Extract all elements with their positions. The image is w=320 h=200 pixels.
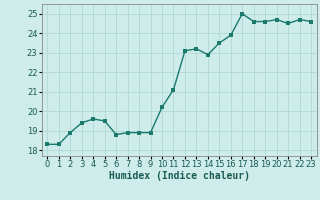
X-axis label: Humidex (Indice chaleur): Humidex (Indice chaleur) <box>109 171 250 181</box>
